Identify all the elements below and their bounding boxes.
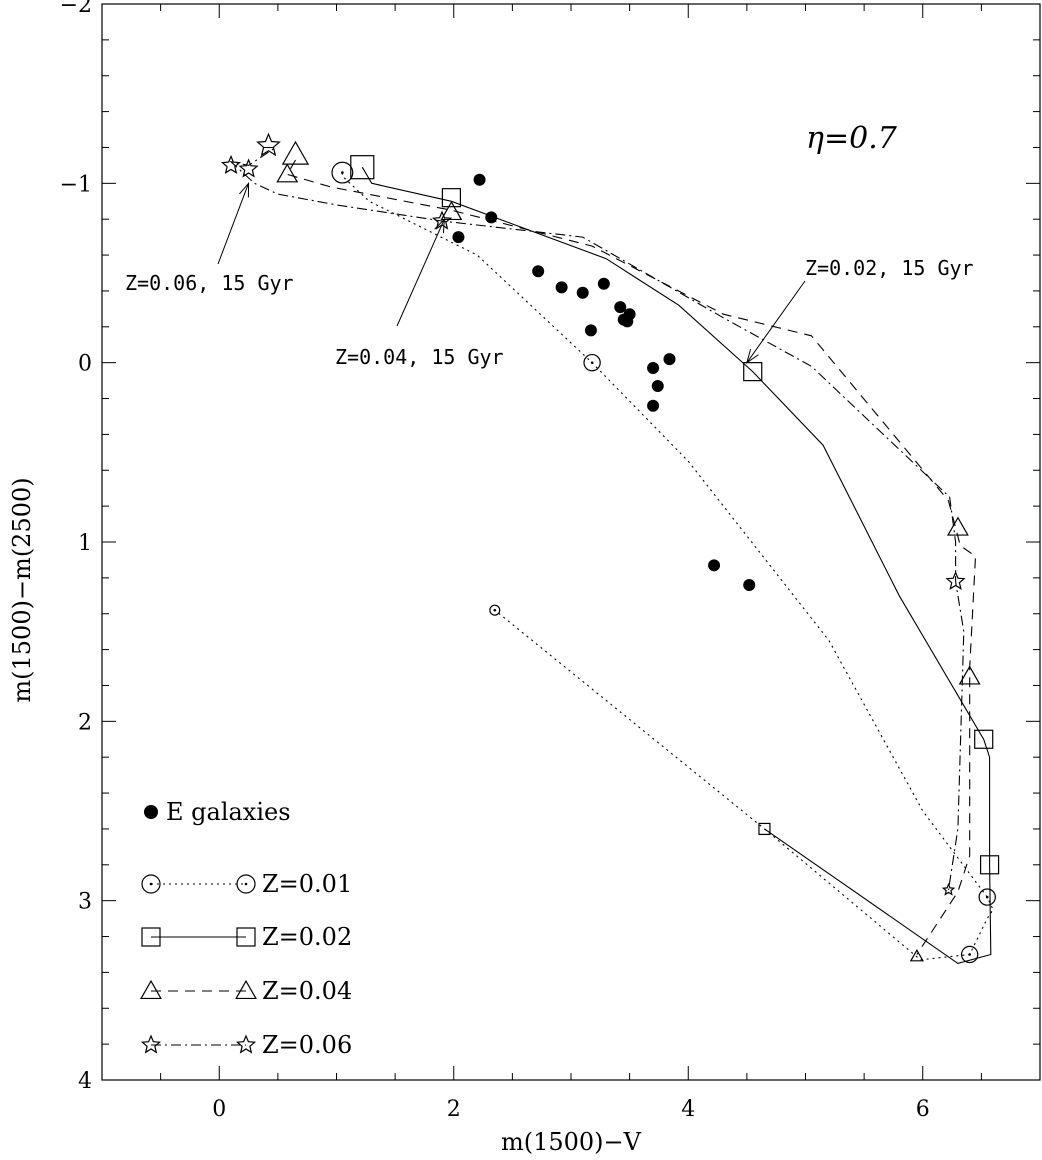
series-3-marker [958, 665, 981, 685]
series-4-marker [941, 882, 956, 896]
series-2-marker [979, 855, 1000, 875]
legend-marker [140, 1034, 162, 1054]
legend: E galaxies Z=0.01 Z=0.02 Z=0.04 Z=0.06 [140, 798, 352, 1059]
series-1-marker [978, 888, 996, 906]
series-3-marker [276, 163, 299, 183]
x-tick-label: 2 [447, 1097, 461, 1122]
legend-marker-dot [149, 882, 153, 886]
data-point [621, 315, 634, 328]
legend-label: Z=0.04 [262, 977, 352, 1005]
y-tick-label: −2 [60, 0, 92, 18]
x-tick-label: 0 [212, 1097, 226, 1122]
series-4-marker [432, 210, 453, 230]
y-tick-label: 0 [78, 352, 92, 377]
series-4-marker [256, 132, 281, 157]
series-curves [229, 146, 994, 964]
series-1-marker [331, 161, 354, 184]
series-4-marker [945, 570, 966, 590]
annotation-arrow [396, 218, 445, 327]
data-point [614, 301, 627, 314]
parameter-label: η=0.7 [806, 121, 898, 156]
series-1-marker-dot [985, 895, 989, 899]
series-3-marker [440, 200, 463, 221]
x-tick-label: 4 [681, 1097, 695, 1122]
data-point [473, 173, 486, 186]
data-point [485, 211, 498, 224]
y-tick-label: 2 [78, 710, 92, 735]
data-point [555, 281, 568, 294]
legend-marker [235, 1034, 257, 1054]
series-2-marker [350, 155, 375, 180]
data-point [532, 265, 545, 278]
data-point [651, 379, 664, 392]
legend-marker [140, 979, 162, 1000]
data-point [743, 579, 756, 592]
annotation-label: Z=0.02, 15 Gyr [805, 256, 974, 280]
legend-marker [236, 874, 256, 894]
series-2-marker [441, 188, 462, 208]
series-markers [220, 132, 1000, 964]
data-point [708, 559, 721, 572]
data-point [647, 362, 660, 375]
legend-marker [235, 979, 257, 1000]
y-tick-label: 4 [78, 1069, 92, 1094]
series-line-2 [361, 166, 992, 964]
data-point [647, 399, 660, 412]
series-1-marker-dot [341, 171, 344, 174]
series-2-marker [743, 362, 763, 382]
legend-label: Z=0.01 [262, 870, 352, 898]
y-tick-label: 3 [78, 890, 92, 915]
series-3-marker [909, 949, 924, 962]
series-1-marker [960, 945, 979, 964]
legend-label: Z=0.06 [262, 1031, 352, 1059]
series-1-marker-dot [590, 361, 594, 364]
x-axis-label: m(1500)−V [501, 1128, 642, 1156]
data-point [576, 286, 589, 299]
y-tick-label: −1 [60, 172, 92, 197]
annotation-arrow [746, 280, 806, 363]
annotations: Z=0.06, 15 Gyr Z=0.04, 15 Gyr Z=0.02, 15 G… [125, 181, 974, 369]
data-point [452, 231, 465, 244]
series-1-marker-dot [968, 953, 971, 956]
annotation-arrowhead [434, 217, 445, 234]
annotation-arrowhead [239, 181, 250, 198]
series-3-marker [281, 140, 310, 165]
legend-marker [236, 927, 256, 947]
series-2-marker [758, 822, 771, 836]
annotation-label: Z=0.04, 15 Gyr [335, 345, 504, 369]
annotation-arrowhead [746, 349, 759, 364]
legend-marker [141, 927, 161, 947]
data-point [584, 324, 597, 337]
x-tick-label: 6 [916, 1097, 930, 1122]
legend-label: Z=0.02 [262, 923, 352, 951]
y-tick-label: 1 [78, 531, 92, 556]
series-line-4 [229, 146, 965, 890]
data-point [597, 277, 610, 290]
legend-marker [144, 805, 158, 819]
annotation-label: Z=0.06, 15 Gyr [125, 271, 294, 295]
data-point [663, 353, 676, 366]
annotation-arrow [217, 183, 250, 265]
series-1-marker [489, 604, 501, 616]
y-axis-label: m(1500)−m(2500) [8, 477, 36, 702]
series-4-marker [220, 154, 241, 174]
legend-marker-dot [244, 882, 248, 886]
legend-label: E galaxies [166, 798, 291, 826]
series-line-1 [341, 172, 994, 961]
series-2-marker [974, 729, 994, 749]
series-3-marker [946, 516, 969, 536]
series-4-marker [238, 158, 259, 178]
legend-marker [141, 874, 161, 894]
series-1-marker-dot [493, 608, 497, 612]
series-1-marker [583, 353, 601, 372]
plot-axes: 0 2 4 6 −2 −1 0 1 2 3 4 [60, 0, 1041, 1122]
